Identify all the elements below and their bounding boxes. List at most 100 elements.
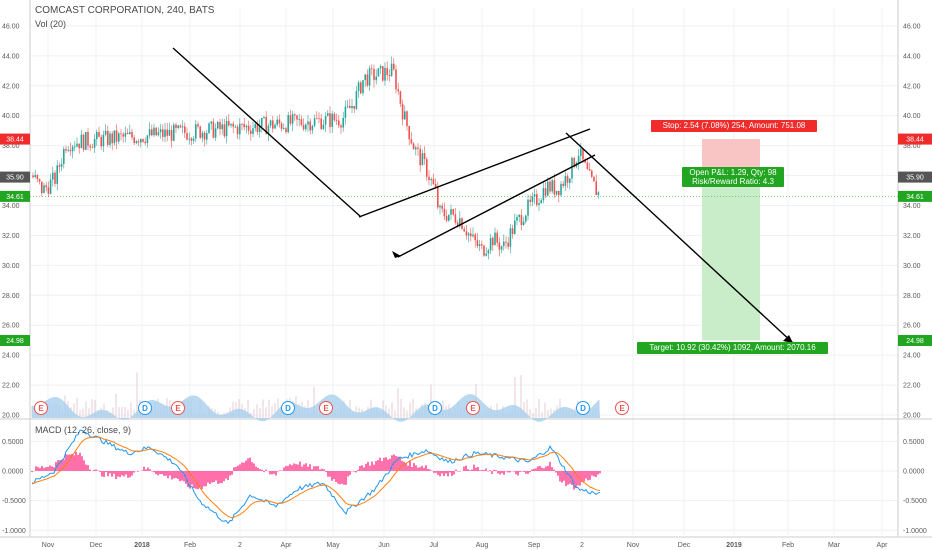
candle-body bbox=[533, 194, 536, 197]
candle-body bbox=[390, 63, 393, 77]
candle-body bbox=[421, 153, 424, 166]
candle-body bbox=[498, 242, 501, 250]
candle-body bbox=[443, 208, 446, 217]
candle-body bbox=[190, 138, 193, 141]
candle-body bbox=[434, 184, 437, 188]
price-tick-label-right: 28.00 bbox=[903, 293, 921, 300]
candle-body bbox=[166, 129, 168, 136]
earnings-marker bbox=[466, 401, 480, 415]
candle-body bbox=[38, 179, 41, 182]
macd-pane: MACD (12, 26, close, 9) bbox=[31, 425, 601, 525]
candle-body bbox=[131, 131, 133, 138]
price-tick-label-right: 40.00 bbox=[903, 113, 921, 120]
candle-body bbox=[201, 132, 204, 138]
candle-body bbox=[96, 131, 98, 140]
candle-body bbox=[439, 205, 441, 208]
candle-body bbox=[454, 214, 457, 223]
event-marker-label: E bbox=[323, 404, 329, 413]
candle-body bbox=[236, 126, 239, 135]
candle-body bbox=[305, 124, 307, 130]
candle-body bbox=[368, 68, 371, 86]
candle-body bbox=[93, 139, 96, 148]
position-labels: Stop: 2.54 (7.08%) 254, Amount: 751.08 Op… bbox=[637, 120, 828, 354]
candle-body bbox=[60, 163, 63, 167]
event-marker-label: D bbox=[580, 404, 586, 413]
pnl-label bbox=[682, 167, 784, 187]
time-tick-label: 2 bbox=[238, 542, 242, 549]
candle-body bbox=[472, 234, 474, 237]
price-tick-label-right: 46.00 bbox=[903, 23, 921, 30]
price-tick-label-left: 22.00 bbox=[2, 383, 20, 390]
earnings-marker bbox=[34, 401, 48, 415]
candle-body bbox=[232, 123, 234, 127]
candle-body bbox=[382, 66, 384, 81]
event-marker-label: E bbox=[619, 404, 625, 413]
target-label-text: Target: 10.92 (30.42%) 1092, Amount: 207… bbox=[649, 343, 816, 352]
candle-body bbox=[219, 121, 221, 130]
price-tick-label-left: 28.00 bbox=[2, 293, 20, 300]
candle-body bbox=[346, 105, 349, 107]
candle-body bbox=[179, 125, 182, 128]
candle-body bbox=[280, 123, 283, 129]
price-badge-left-label: 24.98 bbox=[6, 338, 24, 345]
candle-body bbox=[415, 147, 417, 150]
trend-lines bbox=[172, 47, 794, 344]
candle-body bbox=[170, 130, 173, 141]
macd-tick-label-left: 0.5000 bbox=[2, 439, 24, 446]
candle-body bbox=[357, 82, 360, 92]
price-tick-label-left: 26.00 bbox=[2, 323, 20, 330]
time-tick-label: Apr bbox=[877, 542, 889, 549]
event-marker-label: E bbox=[175, 404, 181, 413]
candle-body bbox=[52, 172, 54, 180]
candle-body bbox=[41, 181, 43, 194]
candle-body bbox=[386, 68, 388, 76]
macd-tick-label-left: -1.0000 bbox=[2, 528, 26, 535]
candle-body bbox=[113, 130, 116, 144]
candle-body bbox=[250, 130, 252, 134]
candle-body bbox=[195, 124, 197, 139]
candle-body bbox=[159, 129, 162, 133]
pnl-label-text: Risk/Reward Ratio: 4.3 bbox=[692, 177, 774, 186]
candle-body bbox=[516, 217, 518, 221]
candle-body bbox=[302, 124, 305, 130]
candle-body bbox=[107, 130, 109, 145]
chart-title: COMCAST CORPORATION, 240, BATS bbox=[35, 5, 215, 16]
candle-body bbox=[142, 139, 144, 142]
candle-body bbox=[327, 113, 329, 116]
candle-body bbox=[595, 181, 597, 196]
candle-body bbox=[164, 129, 166, 137]
candle-body bbox=[355, 91, 358, 109]
event-marker-label: E bbox=[38, 404, 44, 413]
candle-body bbox=[522, 221, 525, 225]
candle-body bbox=[406, 111, 408, 127]
candle-body bbox=[265, 116, 267, 135]
price-tick-label-right: 30.00 bbox=[903, 263, 921, 270]
candle-body bbox=[254, 124, 256, 129]
candle-body bbox=[487, 250, 490, 254]
macd-tick-label-left: 0.0000 bbox=[2, 468, 24, 475]
candle-body bbox=[241, 123, 243, 125]
candle-body bbox=[342, 117, 344, 128]
candle-body bbox=[212, 121, 215, 138]
candle-body bbox=[177, 125, 179, 129]
candle-body bbox=[85, 132, 87, 150]
candle-body bbox=[588, 169, 591, 171]
time-tick-label: Aug bbox=[476, 542, 489, 549]
macd-tick-label-left: -0.5000 bbox=[2, 498, 26, 505]
candle-body bbox=[58, 165, 61, 167]
candle-body bbox=[470, 233, 472, 237]
candle-body bbox=[571, 157, 573, 179]
price-badge-right bbox=[898, 171, 932, 183]
candle-body bbox=[562, 183, 564, 186]
candle-body bbox=[584, 159, 586, 163]
candle-body bbox=[404, 111, 406, 120]
dividend-marker bbox=[138, 401, 152, 415]
candle-body bbox=[36, 175, 39, 180]
candle-body bbox=[351, 106, 353, 109]
candle-body bbox=[234, 126, 237, 128]
candle-body bbox=[168, 130, 171, 136]
candle-body bbox=[474, 234, 476, 241]
candle-body bbox=[573, 157, 575, 167]
candle-body bbox=[505, 241, 507, 243]
